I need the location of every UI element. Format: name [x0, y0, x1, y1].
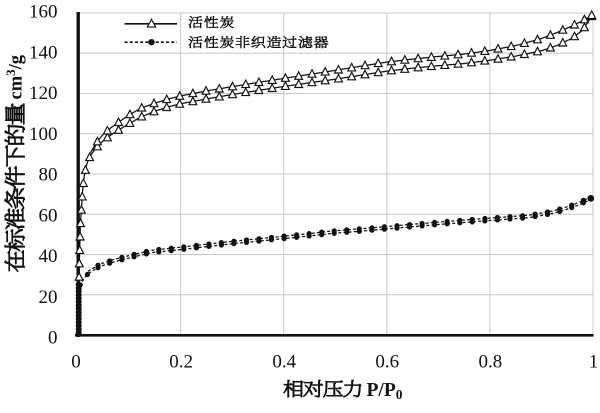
svg-text:80: 80 [39, 165, 58, 186]
svg-text:160: 160 [29, 2, 58, 23]
svg-text:0.6: 0.6 [375, 352, 399, 373]
svg-text:0: 0 [71, 352, 81, 373]
svg-text:60: 60 [39, 205, 58, 226]
svg-text:100: 100 [29, 124, 58, 145]
svg-text:40: 40 [39, 246, 58, 267]
svg-text:P/P0: P/P0 [367, 380, 403, 402]
svg-text:cm3/g: cm3/g [3, 54, 27, 99]
svg-text:0.2: 0.2 [169, 352, 193, 373]
svg-text:0: 0 [48, 328, 58, 349]
svg-text:140: 140 [29, 42, 58, 63]
svg-text:120: 120 [29, 83, 58, 104]
svg-text:20: 20 [39, 287, 58, 308]
svg-text:0.8: 0.8 [479, 352, 503, 373]
svg-text:0.4: 0.4 [272, 352, 296, 373]
svg-text:1: 1 [589, 352, 599, 373]
